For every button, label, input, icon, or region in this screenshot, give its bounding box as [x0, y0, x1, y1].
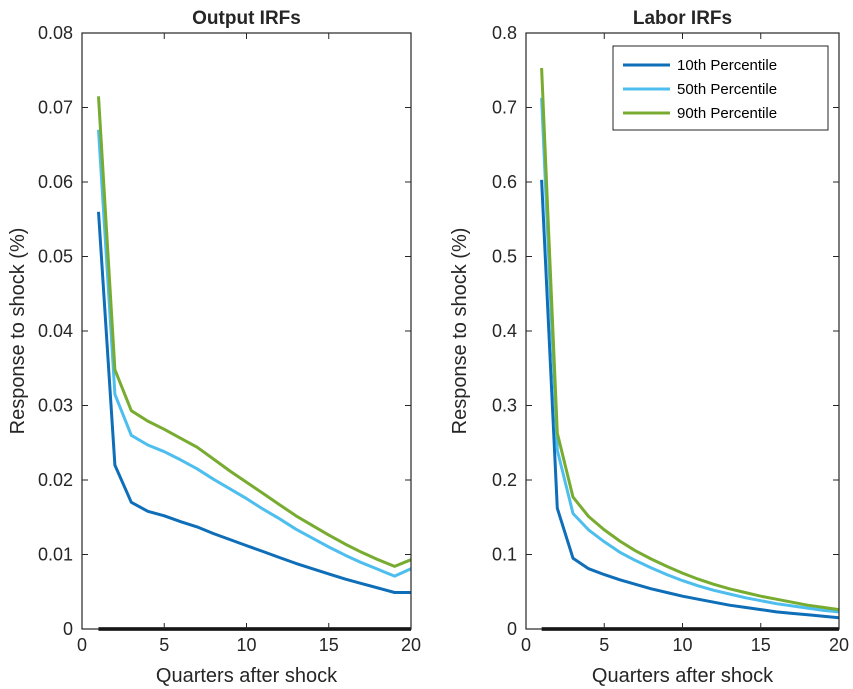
- chart-panel-1: 0 5 10 15 20 0 0.01 0.02 0.03 0.04 0.05 0.06 0.07 0.0…: [7, 8, 421, 687]
- y-tick-label: 0.07: [38, 98, 73, 118]
- y-tick-label: 0.3: [492, 396, 517, 416]
- plot-area: [82, 33, 411, 629]
- legend: 10th Percentile 50th Percentile 90th Perce…: [612, 45, 829, 131]
- legend-label-2: 50th Percentile: [677, 81, 777, 98]
- x-tick-label: 20: [829, 635, 849, 655]
- y-tick-label: 0.2: [492, 470, 517, 490]
- y-tick-label: 0.01: [38, 545, 73, 565]
- x-tick-label: 10: [236, 635, 256, 655]
- x-axis-label: Quarters after shock: [156, 665, 338, 687]
- y-tick-label: 0.8: [492, 23, 517, 43]
- y-axis-label: Response to shock (%): [449, 228, 471, 435]
- x-tick-label: 5: [159, 635, 169, 655]
- chart-title: Output IRFs: [192, 8, 301, 29]
- x-tick-label: 20: [401, 635, 421, 655]
- chart-title: Labor IRFs: [633, 8, 732, 29]
- x-tick-label: 0: [521, 635, 531, 655]
- plot-area: [526, 33, 839, 629]
- x-tick-label: 15: [751, 635, 771, 655]
- chart-panel-2: 0 5 10 15 20 0 0.1 0.2 0.3 0.4 0.5 0.6 0.7 0.8 Labor I…: [449, 8, 849, 687]
- y-tick-label: 0.04: [38, 321, 73, 341]
- x-axis-label: Quarters after shock: [592, 665, 774, 687]
- y-tick-label: 0.5: [492, 247, 517, 267]
- x-tick-label: 5: [599, 635, 609, 655]
- y-tick-label: 0.4: [492, 321, 517, 341]
- y-tick-label: 0.6: [492, 172, 517, 192]
- y-tick-label: 0: [507, 619, 517, 639]
- series-line-1: [540, 179, 840, 620]
- y-tick-label: 0.02: [38, 470, 73, 490]
- y-tick-label: 0.03: [38, 396, 73, 416]
- x-tick-label: 0: [77, 635, 87, 655]
- y-tick-label: 0.06: [38, 172, 73, 192]
- series-line-2: [540, 97, 840, 614]
- series-line-3: [97, 96, 412, 568]
- x-tick-label: 10: [672, 635, 692, 655]
- x-tick-label: 15: [319, 635, 339, 655]
- series-line-3: [540, 67, 840, 612]
- y-tick-label: 0.08: [38, 23, 73, 43]
- series-line-1: [97, 211, 411, 594]
- y-tick-label: 0.7: [492, 98, 517, 118]
- y-tick-label: 0.05: [38, 247, 73, 267]
- y-tick-label: 0: [63, 619, 73, 639]
- y-tick-label: 0.1: [492, 545, 517, 565]
- legend-label-3: 90th Percentile: [677, 105, 777, 122]
- series-line-2: [97, 129, 412, 578]
- legend-label-1: 10th Percentile: [677, 57, 777, 74]
- y-axis-label: Response to shock (%): [7, 228, 29, 435]
